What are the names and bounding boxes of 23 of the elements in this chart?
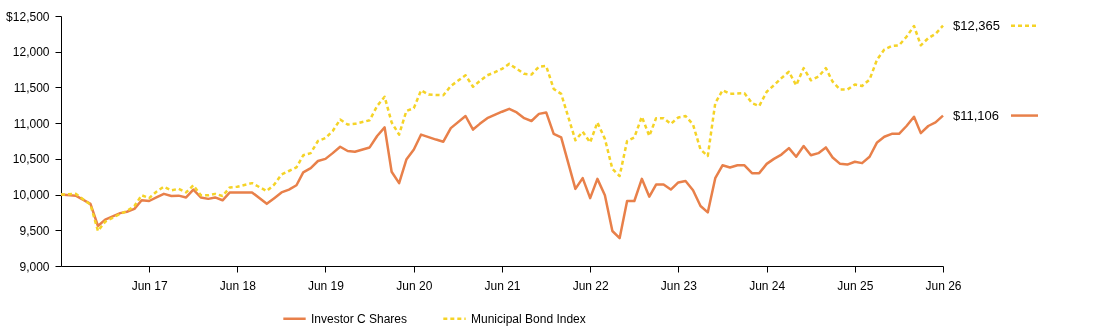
x-tick-label: Jun 24	[749, 278, 786, 293]
line-series	[59, 24, 945, 233]
y-tick-label: 10,000	[12, 188, 50, 203]
x-tick-label: Jun 26	[925, 278, 962, 293]
annotation: $12,365	[953, 17, 1000, 33]
annotation: $11,106	[953, 107, 1000, 123]
y-tick-label: 9,000	[19, 259, 50, 274]
y-tick-label: 11,000	[13, 116, 50, 131]
legend-label: Investor C Shares	[311, 311, 408, 326]
x-tick-label: Jun 18	[219, 278, 257, 293]
x-tick-label: Jun 20	[396, 278, 433, 293]
x-tick-label: Jun 25	[837, 278, 874, 293]
y-tick-label: 11,500	[13, 80, 50, 95]
x-tick-label: Jun 19	[307, 278, 345, 293]
x-tick-label: Jun 23	[660, 278, 698, 293]
y-tick-label: 12,000	[12, 45, 50, 60]
legend-label: Municipal Bond Index	[471, 311, 586, 326]
x-tick-label: Jun 21	[484, 278, 521, 293]
x-tick-label: Jun 22	[572, 278, 609, 293]
y-tick-label: $12,500	[6, 9, 50, 24]
y-tick-label: 9,500	[19, 223, 50, 238]
y-tick-label: 10,500	[12, 152, 50, 167]
x-tick-label: Jun 17	[131, 278, 168, 293]
